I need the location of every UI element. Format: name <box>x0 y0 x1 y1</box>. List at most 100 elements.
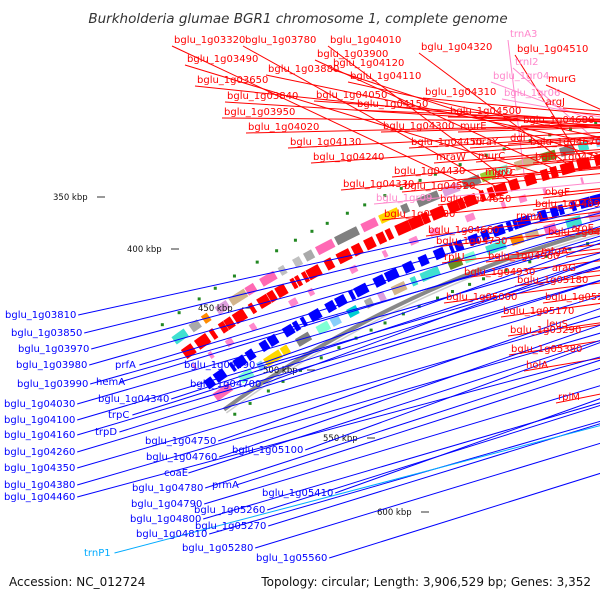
forward-gene-arrow <box>478 189 487 202</box>
forward-label-connector <box>437 188 600 206</box>
reverse-gene-label: bglu_1g04750 <box>145 436 216 447</box>
reverse-gene-arrow <box>467 233 481 247</box>
cog-feature <box>363 297 375 309</box>
guide-dot <box>310 229 314 233</box>
forward-gene-label: bglu_1g04500 <box>450 106 521 117</box>
reverse-label-connector <box>204 385 600 505</box>
cog-feature <box>543 222 558 235</box>
reverse-gene-label: bglu_1g04030 <box>4 399 75 410</box>
guide-dot <box>266 389 270 393</box>
forward-gene-label: bglu_1g04580 <box>384 209 455 220</box>
cog-feature <box>577 140 590 152</box>
guide-dot <box>417 304 421 308</box>
forward-label-connector <box>520 124 600 127</box>
forward-label-connector <box>408 135 600 149</box>
forward-gene-label: bglu_1g03650 <box>197 75 268 86</box>
forward-label-connector <box>330 68 597 157</box>
reverse-label-connector <box>335 398 600 494</box>
reverse-gene-arrow <box>589 193 600 207</box>
forward-label-connector <box>545 84 600 110</box>
chromosome-backbone <box>222 227 600 412</box>
scale-tick-label: 400 kbp <box>127 245 162 255</box>
reverse-gene-arrow <box>401 260 416 274</box>
reverse-gene-arrow <box>307 307 323 323</box>
forward-gene-label: bglu_1g03780 <box>245 35 316 46</box>
forward-label-connector <box>287 131 600 149</box>
reverse-gene-label: bglu_1g03980 <box>16 360 87 371</box>
guide-dot <box>233 412 237 416</box>
reverse-label-connector <box>77 356 600 498</box>
forward-label-connector <box>475 151 600 163</box>
forward-gene-label: bglu_1g03320 <box>174 35 245 46</box>
cog-feature <box>409 275 419 287</box>
forward-gene-arrow <box>446 199 461 214</box>
forward-label-connector <box>340 166 600 191</box>
reverse-gene-label: bglu_1g03850 <box>11 328 82 339</box>
guide-dot <box>594 120 598 124</box>
guide-dot <box>325 221 329 225</box>
guide-dot <box>319 356 323 360</box>
forward-label-connector <box>221 117 600 122</box>
reverse-gene-label: trpD <box>95 427 117 438</box>
scale-tick-label: 550 kbp <box>323 434 358 444</box>
reverse-label-connector <box>257 242 600 366</box>
forward-label-connector <box>433 149 600 164</box>
forward-gene-arrow <box>231 308 249 325</box>
forward-gene-label: murE <box>460 121 487 132</box>
forward-label-connector <box>422 97 600 116</box>
reverse-gene-arrow <box>383 267 400 283</box>
cog-feature <box>564 215 583 229</box>
reverse-gene-label: hemA <box>96 377 125 388</box>
forward-gene-arrow <box>384 228 395 241</box>
reverse-gene-labels: bglu_1g03810 bglu_1g03850 bglu_1g03970bglu… <box>4 310 333 564</box>
forward-gene-arrow <box>208 328 219 340</box>
forward-gene-label: lpxC <box>494 168 516 179</box>
forward-label-connector <box>501 98 600 118</box>
forward-gene-label: rplM <box>558 392 580 403</box>
guide-dot <box>369 328 373 332</box>
guide-dot <box>213 286 217 290</box>
map-title: Burkholderia glumae BGR1 chromosome 1, c… <box>88 11 507 27</box>
guide-dot <box>418 178 422 182</box>
rna-feature <box>542 187 548 196</box>
forward-gene-arrow <box>247 302 258 315</box>
reverse-label-connector <box>218 308 600 442</box>
forward-gene-label: bglu_1g05230 <box>545 292 600 303</box>
forward-gene-arrow <box>375 231 388 245</box>
forward-gene-label: bglu_1g03900 <box>317 49 388 60</box>
reverse-label-connector <box>78 200 600 316</box>
reverse-gene-label: bglu_1g03970 <box>18 344 89 355</box>
forward-gene-label: argJ <box>546 97 565 108</box>
reverse-label-connector <box>263 258 600 385</box>
reverse-gene-label: bglu_1g04700 <box>190 379 261 390</box>
reverse-label-connector <box>89 218 600 366</box>
reverse-label-connector <box>77 315 600 469</box>
cog-feature <box>494 164 510 178</box>
cog-feature <box>419 265 441 283</box>
reverse-gene-arrow <box>432 246 447 261</box>
guide-dot <box>484 153 488 157</box>
reverse-label-connector <box>268 423 600 527</box>
reverse-gene-label: trpC <box>108 410 129 421</box>
reverse-gene-arrow <box>228 361 237 373</box>
reverse-gene-label: bglu_1g05410 <box>262 488 333 499</box>
forward-gene-label: bglu_1g04430 <box>394 166 465 177</box>
reverse-label-connector <box>77 252 600 405</box>
forward-gene-label: bglu_1g05290 <box>510 325 581 336</box>
guide-dot <box>177 311 181 315</box>
cog-feature <box>314 238 336 256</box>
reverse-label-connector <box>84 206 600 334</box>
guide-dot <box>468 282 472 286</box>
reverse-gene-label: bglu_1g04260 <box>4 447 75 458</box>
forward-gene-arrow <box>407 214 425 231</box>
guide-dot <box>504 268 508 272</box>
forward-gene-label: bglu_1g04150 <box>357 99 428 110</box>
cog-feature <box>279 344 291 357</box>
forward-gene-label: bglu_1g04710 <box>535 152 600 163</box>
guide-dot <box>528 260 532 264</box>
reverse-gene-label: bglu_1g03810 <box>5 310 76 321</box>
forward-gene-arrow <box>300 271 311 283</box>
forward-label-connector <box>469 138 600 149</box>
forward-gene-arrow <box>323 257 336 271</box>
forward-gene-label: bglu_1g04730 <box>436 236 507 247</box>
